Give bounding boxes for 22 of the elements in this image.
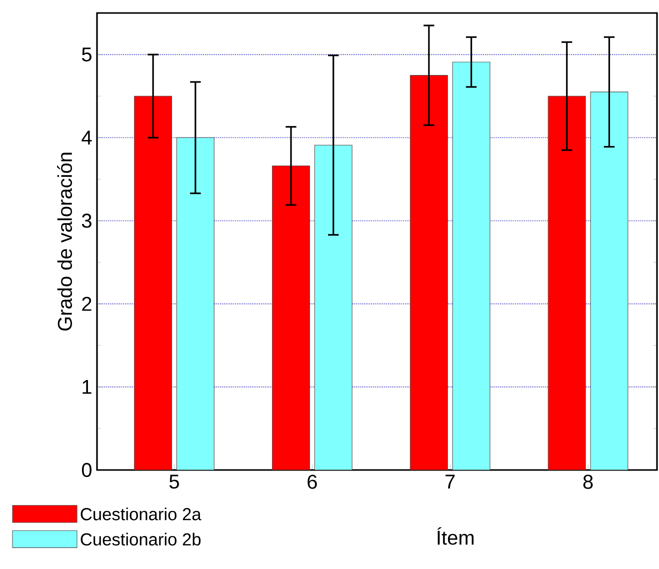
y-tick-label: 1	[82, 380, 92, 394]
y-tick-label: 2	[82, 296, 92, 311]
x-tick-label: 6	[308, 474, 317, 489]
x-tick-label: 8	[583, 474, 593, 489]
bar	[176, 137, 214, 470]
x-tick-label: 7	[446, 474, 455, 488]
y-tick-label: 4	[82, 130, 92, 145]
bar	[590, 92, 628, 470]
y-tick-label: 5	[82, 48, 92, 62]
legend-label: Cuestionario 2a	[80, 508, 202, 520]
bar	[548, 96, 586, 470]
bar	[134, 96, 172, 470]
bar	[272, 166, 310, 470]
y-tick-label: 3	[82, 214, 92, 228]
bar	[314, 144, 352, 470]
x-tick-label: 5	[169, 474, 179, 489]
y-axis-title: Grado de valoración	[57, 152, 72, 331]
y-tick-label: 0	[82, 462, 92, 478]
bar	[452, 62, 490, 470]
legend-label: Cuestionario 2b	[80, 532, 201, 546]
x-axis-title: Ítem	[437, 527, 474, 545]
bar	[410, 75, 448, 470]
